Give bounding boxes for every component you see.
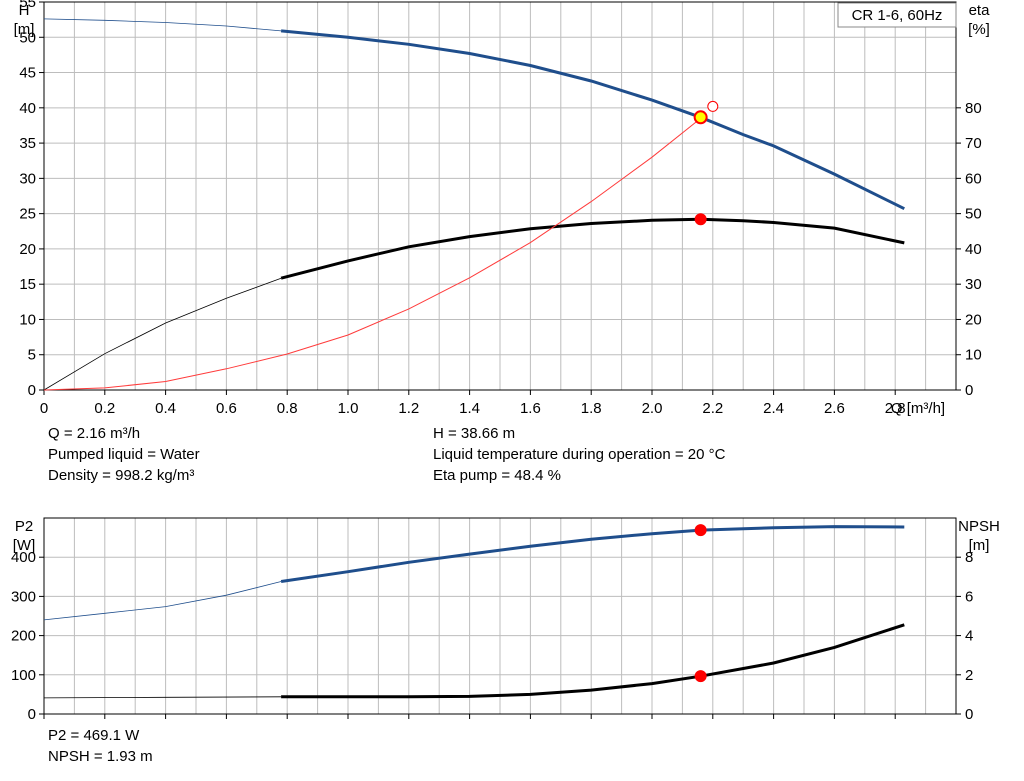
y-right-axis-label: [m] [969,537,990,554]
y-left-tick-label: 15 [19,276,36,293]
head-curve-operating [280,525,905,583]
y-left-axis-label: P2 [15,518,33,535]
x-tick-label: 2.2 [702,400,723,417]
y-left-axis-label: H [19,2,30,19]
y-left-tick-label: 30 [19,170,36,187]
x-tick-label: 1.0 [338,400,359,417]
y-right-axis-label: NPSH [958,518,1000,535]
operating-point-marker [694,524,707,537]
y-right-tick-label: 10 [965,347,982,364]
info-eta-pump: Eta pump = 48.4 % [433,467,561,484]
x-tick-label: 1.6 [520,400,541,417]
x-axis-label: Q [m³/h] [891,400,945,417]
y-right-tick-label: 20 [965,311,982,328]
x-tick-label: 1.4 [459,400,480,417]
open-point-marker [707,100,719,112]
head-curve-extended [43,18,282,32]
y-left-axis-label: [m] [14,21,35,38]
x-tick-label: 1.8 [581,400,602,417]
y-left-tick-label: 0 [28,706,36,723]
info-right-block: H = 38.66 m Liquid temperature during op… [433,423,725,486]
y-right-tick-label: 80 [965,100,982,117]
duty-point-marker [693,110,708,125]
efficiency-curve-operating [281,623,905,699]
x-tick-label: 2.4 [763,400,784,417]
x-tick-label: 0.2 [94,400,115,417]
y-right-tick-label: 0 [965,706,973,723]
y-left-tick-label: 55 [19,0,36,11]
operating-point-marker [694,670,707,683]
y-right-tick-label: 50 [965,206,982,223]
legend-box [837,2,957,28]
y-left-axis-label: [W] [13,537,36,554]
x-tick-label: 0.4 [155,400,176,417]
x-tick-label: 1.2 [398,400,419,417]
y-left-tick-label: 25 [19,206,36,223]
info-flow: Q = 2.16 m³/h [48,425,141,442]
y-left-tick-label: 50 [19,29,36,46]
y-right-axis-label: eta [969,2,991,19]
info-head: H = 38.66 m [433,425,516,442]
eta-secondary-curve [43,118,701,391]
x-tick-label: 2.8 [885,400,906,417]
y-right-tick-label: 2 [965,667,973,684]
y-right-tick-label: 30 [965,276,982,293]
head-curve-extended [43,581,282,621]
y-left-tick-label: 20 [19,241,36,258]
x-tick-label: 0.6 [216,400,237,417]
y-left-tick-label: 5 [28,347,36,364]
efficiency-curve-extended [43,696,282,699]
y-left-tick-label: 35 [19,135,36,152]
y-right-tick-label: 40 [965,241,982,258]
y-left-tick-label: 10 [19,311,36,328]
info-liquid-temperature: Liquid temperature during operation = 20… [433,446,726,463]
y-left-tick-label: 45 [19,65,36,82]
operating-point-marker [694,213,707,226]
y-right-tick-label: 6 [965,588,973,605]
y-right-tick-label: 4 [965,628,973,645]
y-right-axis-label: [%] [968,21,990,38]
y-left-tick-label: 200 [11,628,36,645]
x-tick-label: 0 [40,400,48,417]
x-tick-label: 2.6 [824,400,845,417]
legend-label: CR 1-6, 60Hz [852,7,943,24]
plot-frame [43,517,957,715]
y-left-tick-label: 40 [19,100,36,117]
y-left-tick-label: 300 [11,588,36,605]
y-right-tick-label: 8 [965,549,973,566]
info-pumped-liquid: Pumped liquid = Water [48,446,200,463]
efficiency-curve-extended [43,277,282,391]
x-tick-label: 0.8 [277,400,298,417]
y-right-tick-label: 70 [965,135,982,152]
x-tick-label: 2.0 [642,400,663,417]
head-curve-operating [280,29,905,211]
info-npsh: NPSH = 1.93 m [48,748,153,765]
plot-frame [43,1,957,391]
info-p2: P2 = 469.1 W [48,727,140,744]
info-bottom-block: P2 = 469.1 W NPSH = 1.93 m [48,725,153,767]
y-left-tick-label: 400 [11,549,36,566]
y-left-tick-label: 0 [28,382,36,399]
info-density: Density = 998.2 kg/m³ [48,467,195,484]
y-left-tick-label: 100 [11,667,36,684]
y-right-tick-label: 0 [965,382,973,399]
y-right-tick-label: 60 [965,170,982,187]
efficiency-curve-operating [280,217,905,280]
info-left-block: Q = 2.16 m³/h Pumped liquid = Water Dens… [48,423,200,486]
